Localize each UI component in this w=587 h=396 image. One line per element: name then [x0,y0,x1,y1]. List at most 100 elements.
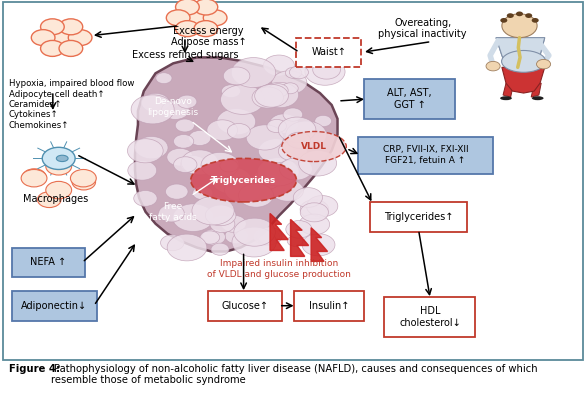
Circle shape [486,61,500,71]
Circle shape [158,205,184,222]
Circle shape [532,18,539,23]
Circle shape [516,11,523,16]
FancyBboxPatch shape [370,202,467,232]
Circle shape [252,170,281,190]
Circle shape [177,95,197,109]
Circle shape [299,150,336,176]
Circle shape [174,135,194,148]
Circle shape [269,114,299,133]
Text: Adiponectin↓: Adiponectin↓ [21,301,87,311]
Text: Triglycerides↑: Triglycerides↑ [383,212,453,222]
Text: Hypoxia, impaired blood flow
Adipocyte cell death↑
Ceramides↑
Cytokines↑
Chemoki: Hypoxia, impaired blood flow Adipocyte c… [9,79,134,130]
Circle shape [279,158,312,180]
Circle shape [70,169,96,187]
Circle shape [167,148,193,166]
Circle shape [127,139,163,163]
Circle shape [302,234,335,256]
Circle shape [211,243,229,255]
Circle shape [500,18,507,23]
Circle shape [234,218,275,246]
Circle shape [41,40,64,56]
Circle shape [258,139,294,163]
Circle shape [287,132,311,148]
Circle shape [286,121,326,148]
Circle shape [176,119,194,132]
Circle shape [68,30,92,46]
Text: Pathophysiology of non-alcoholic fatty liver disease (NAFLD), causes and consequ: Pathophysiology of non-alcoholic fatty l… [51,364,538,385]
Text: ALT, AST,
GGT ↑: ALT, AST, GGT ↑ [387,88,432,110]
Circle shape [227,124,250,139]
Circle shape [192,196,234,225]
Polygon shape [531,83,541,97]
Circle shape [315,115,332,127]
Ellipse shape [191,158,296,202]
Circle shape [42,147,75,169]
Circle shape [200,231,220,244]
Text: Excess refined sugars: Excess refined sugars [131,50,238,59]
Circle shape [294,188,322,208]
Circle shape [41,19,64,35]
Circle shape [231,57,276,88]
Circle shape [183,9,210,27]
Circle shape [181,150,218,175]
Text: HDL
cholesterol↓: HDL cholesterol↓ [399,306,461,328]
Circle shape [238,184,274,207]
Circle shape [255,84,288,107]
Circle shape [268,84,288,97]
FancyBboxPatch shape [296,38,361,67]
Text: CRP, FVII-IX, FXI-XII
FGF21, fetuin A ↑: CRP, FVII-IX, FXI-XII FGF21, fetuin A ↑ [383,145,468,166]
FancyBboxPatch shape [384,297,475,337]
Circle shape [59,40,83,56]
Ellipse shape [56,155,68,162]
Text: Overeating,
physical inactivity: Overeating, physical inactivity [379,18,467,40]
Circle shape [188,131,211,145]
Circle shape [232,227,276,257]
Circle shape [257,158,299,186]
Circle shape [128,161,157,180]
Circle shape [217,109,256,135]
Circle shape [131,95,174,124]
Text: Free
fatty acids: Free fatty acids [149,202,197,221]
FancyBboxPatch shape [358,137,493,174]
Circle shape [174,157,197,173]
Circle shape [161,101,189,120]
Circle shape [261,82,299,108]
Circle shape [46,181,72,199]
Text: NEFA ↑: NEFA ↑ [31,257,66,267]
Circle shape [257,227,282,245]
Circle shape [48,29,75,47]
Circle shape [167,234,207,261]
Circle shape [283,108,303,121]
Circle shape [176,21,199,36]
Circle shape [252,87,284,108]
Circle shape [38,192,61,208]
Circle shape [306,196,338,217]
Polygon shape [496,38,545,73]
Circle shape [278,117,316,143]
Circle shape [210,216,235,232]
Circle shape [160,235,184,251]
Circle shape [282,83,298,94]
Text: Figure 4:: Figure 4: [9,364,60,373]
Circle shape [46,158,72,175]
Circle shape [203,10,227,26]
Circle shape [224,177,261,202]
FancyBboxPatch shape [3,2,583,360]
Polygon shape [135,57,338,251]
Circle shape [176,0,199,15]
Circle shape [537,59,551,69]
Circle shape [72,174,96,190]
FancyBboxPatch shape [294,291,364,321]
Circle shape [246,125,284,150]
Polygon shape [503,83,514,97]
Circle shape [289,66,308,79]
Circle shape [134,190,157,206]
Circle shape [205,205,236,226]
Circle shape [286,221,312,238]
Ellipse shape [532,96,544,100]
FancyBboxPatch shape [208,291,282,321]
Circle shape [300,203,329,222]
Circle shape [254,228,279,245]
Circle shape [173,204,214,232]
Circle shape [59,19,83,35]
